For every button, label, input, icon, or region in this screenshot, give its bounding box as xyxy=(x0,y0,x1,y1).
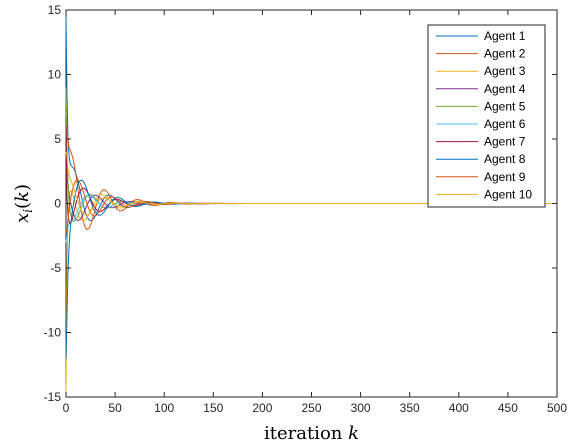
x-axis-label-var: k xyxy=(348,423,359,444)
y-tick-label: -15 xyxy=(44,390,62,404)
x-tick-label: 50 xyxy=(108,401,122,415)
legend-label: Agent 6 xyxy=(484,117,526,131)
y-axis-label: xi(k) xyxy=(12,184,35,223)
legend-label: Agent 3 xyxy=(484,64,526,78)
y-tick-label: -5 xyxy=(50,261,61,275)
y-axis-label-open: ( xyxy=(12,202,33,209)
x-axis-label-text: iteration xyxy=(264,423,348,444)
y-axis-label-sub: i xyxy=(21,209,35,213)
legend-label: Agent 4 xyxy=(484,82,526,96)
legend-label: Agent 1 xyxy=(484,29,526,43)
y-tick-label: -10 xyxy=(44,326,62,340)
x-tick-label: 100 xyxy=(154,401,174,415)
y-axis-label-var: x xyxy=(12,213,33,223)
tick-layer: 0 50 100 150 200 250 300 350 400 450 500 -15 -10 -5 0 5… xyxy=(44,3,568,415)
y-axis-label-arg: k xyxy=(12,191,33,202)
x-tick-label: 400 xyxy=(449,401,469,415)
legend-label: Agent 10 xyxy=(484,187,532,201)
x-tick-label: 450 xyxy=(498,401,518,415)
x-tick-label: 300 xyxy=(351,401,371,415)
legend-label: Agent 7 xyxy=(484,135,526,149)
x-tick-label: 200 xyxy=(252,401,272,415)
legend-label: Agent 2 xyxy=(484,47,526,61)
x-tick-label: 500 xyxy=(547,401,567,415)
legend-label: Agent 5 xyxy=(484,99,526,113)
y-tick-label: 10 xyxy=(48,68,62,82)
y-tick-label: 15 xyxy=(48,3,62,17)
legend-label: Agent 8 xyxy=(484,152,526,166)
x-tick-label: 350 xyxy=(400,401,420,415)
legend: Agent 1 Agent 2 Agent 3 Agent 4 Agent 5 Agent… xyxy=(427,24,546,208)
x-axis-label: iteration k xyxy=(264,423,359,444)
x-tick-label: 0 xyxy=(63,401,70,415)
y-axis-label-close: ) xyxy=(12,184,33,191)
y-tick-label: 5 xyxy=(54,132,61,146)
x-tick-label: 250 xyxy=(301,401,321,415)
legend-label: Agent 9 xyxy=(484,170,526,184)
x-tick-label: 150 xyxy=(203,401,223,415)
y-tick-label: 0 xyxy=(54,197,61,211)
